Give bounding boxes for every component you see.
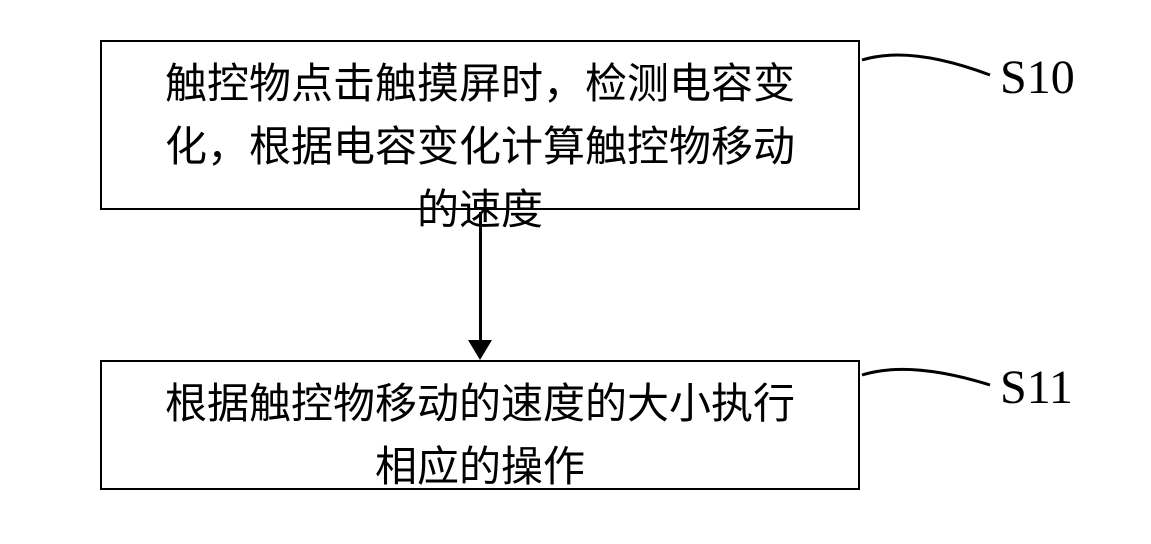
edge-s10-s11-arrow bbox=[468, 340, 492, 360]
node-s11-label: S11 bbox=[1000, 360, 1073, 415]
node-s11-text: 根据触控物移动的速度的大小执行 相应的操作 bbox=[165, 382, 795, 491]
node-s10-label: S10 bbox=[1000, 50, 1075, 105]
label-connector-s11 bbox=[860, 355, 1000, 415]
label-connector-s10 bbox=[860, 40, 1000, 100]
flowchart-node-s11: 根据触控物移动的速度的大小执行 相应的操作 bbox=[100, 360, 860, 490]
node-s10-text: 触控物点击触摸屏时，检测电容变 化，根据电容变化计算触控物移动 的速度 bbox=[165, 62, 795, 234]
flowchart-node-s10: 触控物点击触摸屏时，检测电容变 化，根据电容变化计算触控物移动 的速度 bbox=[100, 40, 860, 210]
edge-s10-s11-line bbox=[479, 212, 482, 346]
